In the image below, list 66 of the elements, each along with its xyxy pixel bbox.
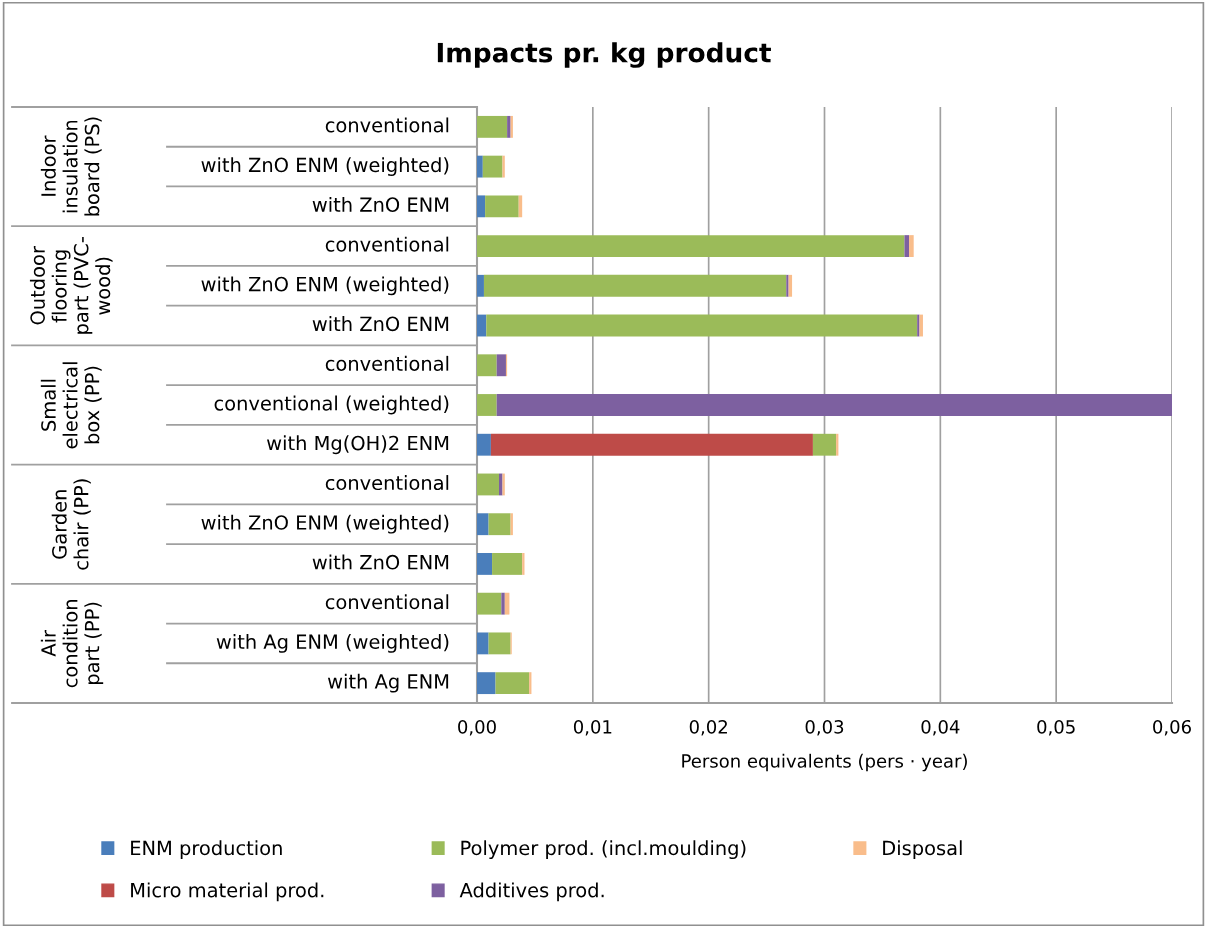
bar <box>904 235 910 257</box>
bar <box>477 354 497 377</box>
bar <box>482 155 503 178</box>
bar <box>496 354 506 377</box>
bar <box>488 513 511 536</box>
text: Outdoor flooring part (PVC- wood) <box>29 237 113 334</box>
bar <box>483 274 787 297</box>
y-tick-label: with ZnO ENM <box>312 196 449 212</box>
text: Small electrical box (PP) <box>40 362 102 449</box>
x-axis-title: Person equivalents (pers · year) <box>682 753 967 772</box>
legend-label: Polymer prod. (incl.moulding) <box>461 840 746 860</box>
bar <box>477 433 491 456</box>
bar <box>477 155 483 178</box>
bar <box>909 235 914 257</box>
x-tick-label: 0,01 <box>573 719 612 736</box>
y-tick-label: conventional (weighted) <box>214 395 449 415</box>
text: Air condition part (PP) <box>40 600 104 688</box>
y-tick-label: conventional <box>325 475 449 491</box>
y-tick-label: with ZnO ENM (weighted) <box>201 157 449 177</box>
bar <box>477 632 489 655</box>
bar <box>786 274 789 297</box>
y-tick-label: with ZnO ENM (weighted) <box>201 276 449 296</box>
legend-label: Micro material prod. <box>131 882 324 902</box>
y-tick-label: conventional <box>325 594 449 610</box>
x-tick-label: 0,03 <box>805 719 844 736</box>
x-tick-label: 0,05 <box>1037 719 1075 736</box>
x-tick-label: 0,00 <box>458 719 496 736</box>
bar <box>477 235 905 257</box>
bar <box>477 274 484 297</box>
x-tick-label: 0,02 <box>689 719 727 736</box>
bar <box>501 592 505 615</box>
bar <box>490 433 813 456</box>
bar <box>477 115 508 138</box>
bar <box>477 592 502 615</box>
bar <box>502 155 505 178</box>
y-tick-label: with ZnO ENM (weighted) <box>201 514 449 534</box>
x-tick-label: 0,06 <box>1153 719 1191 736</box>
bar <box>477 314 487 337</box>
bar <box>486 314 918 337</box>
y-tick-label: conventional <box>325 117 449 133</box>
bar <box>485 195 519 218</box>
x-tick-label: 0,04 <box>921 719 960 736</box>
text: Garden chair (PP) <box>51 479 91 570</box>
legend-label: Additives prod. <box>459 882 604 902</box>
bar <box>477 513 489 536</box>
bar <box>492 553 523 575</box>
y-tick-label: with Mg(OH)2 ENM <box>267 435 449 455</box>
legend-label: ENM production <box>131 840 282 860</box>
bar <box>496 394 1172 416</box>
bar <box>812 433 837 456</box>
y-tick-label: with ZnO ENM <box>312 554 449 570</box>
y-tick-label: conventional <box>325 236 449 252</box>
bar <box>477 553 493 575</box>
text: Indoor insulation board (PS) <box>40 117 102 216</box>
legend-label: Disposal <box>883 840 962 860</box>
chart-title: Impacts pr. kg product <box>437 42 771 68</box>
bar <box>477 195 486 218</box>
bar <box>495 672 530 695</box>
y-tick-label: with Ag ENM (weighted) <box>216 633 449 653</box>
y-tick-label: with ZnO ENM <box>312 316 449 332</box>
bar <box>488 632 511 655</box>
y-tick-label: with Ag ENM <box>327 673 449 693</box>
bar <box>477 672 496 695</box>
bar <box>477 473 500 496</box>
y-tick-label: conventional <box>325 355 449 371</box>
bar <box>477 394 497 416</box>
